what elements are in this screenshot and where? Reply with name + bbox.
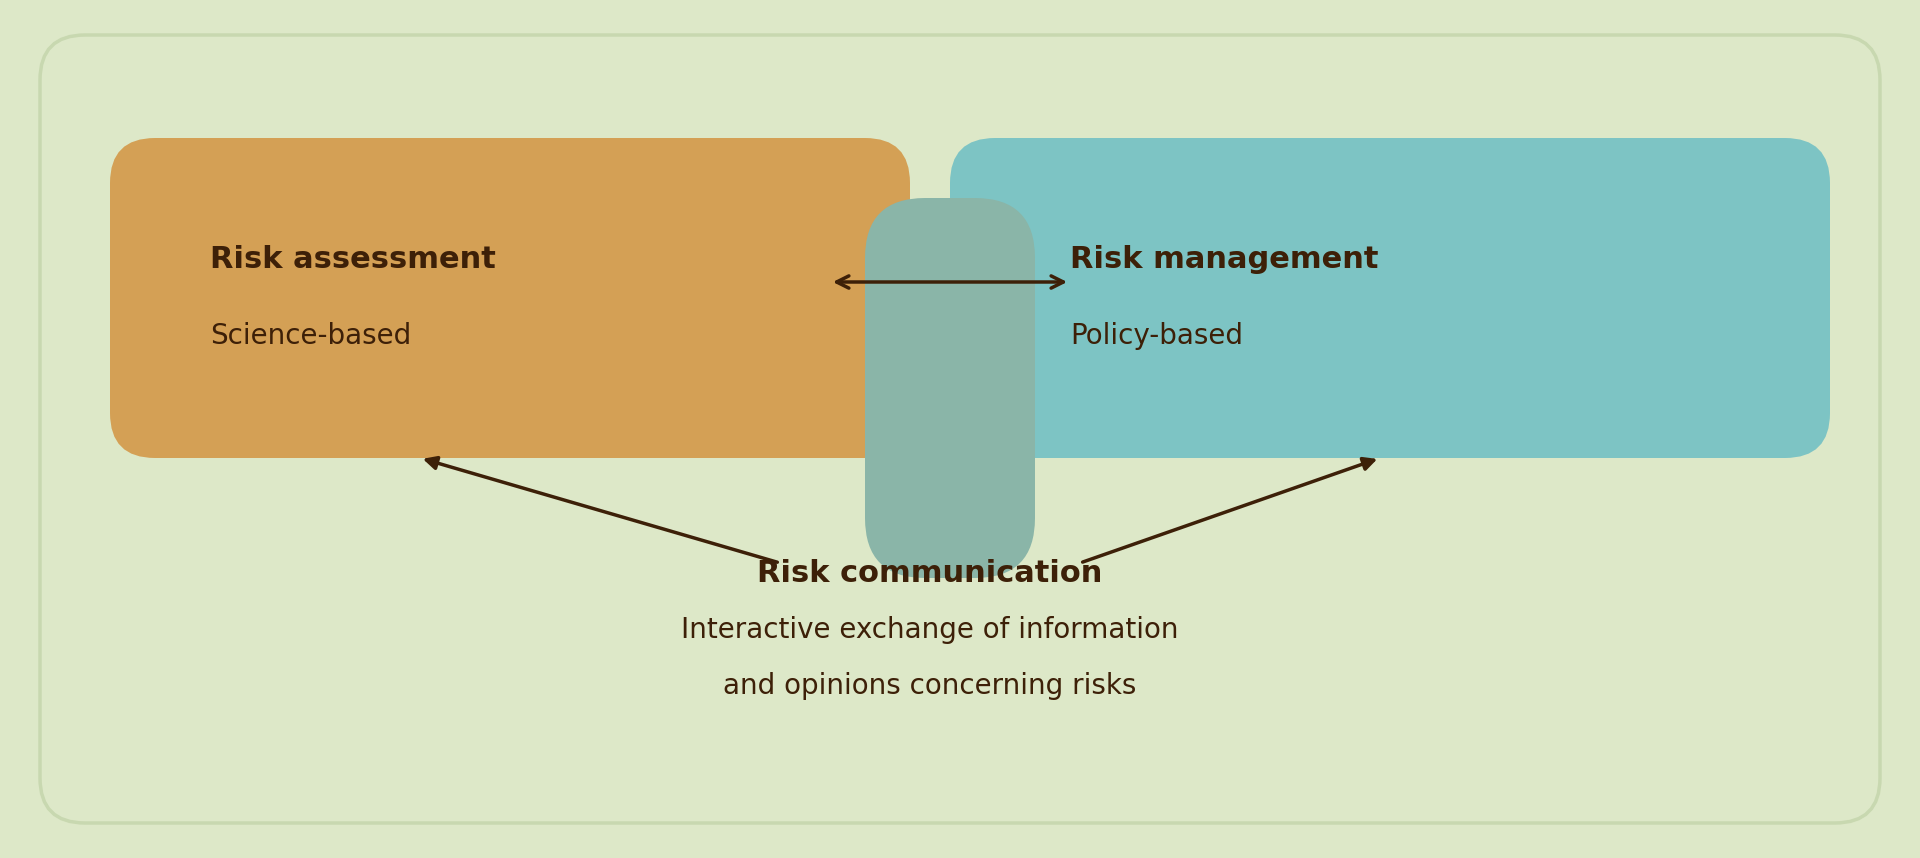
FancyBboxPatch shape bbox=[950, 138, 1830, 458]
Text: and opinions concerning risks: and opinions concerning risks bbox=[724, 672, 1137, 700]
Text: Science-based: Science-based bbox=[209, 323, 411, 350]
Text: Risk assessment: Risk assessment bbox=[209, 245, 495, 274]
Text: Policy-based: Policy-based bbox=[1069, 323, 1242, 350]
Text: Interactive exchange of information: Interactive exchange of information bbox=[682, 616, 1179, 644]
FancyBboxPatch shape bbox=[40, 35, 1880, 823]
FancyBboxPatch shape bbox=[109, 138, 910, 458]
Text: Risk management: Risk management bbox=[1069, 245, 1379, 274]
Text: Risk communication: Risk communication bbox=[756, 559, 1102, 588]
FancyBboxPatch shape bbox=[866, 198, 1035, 578]
